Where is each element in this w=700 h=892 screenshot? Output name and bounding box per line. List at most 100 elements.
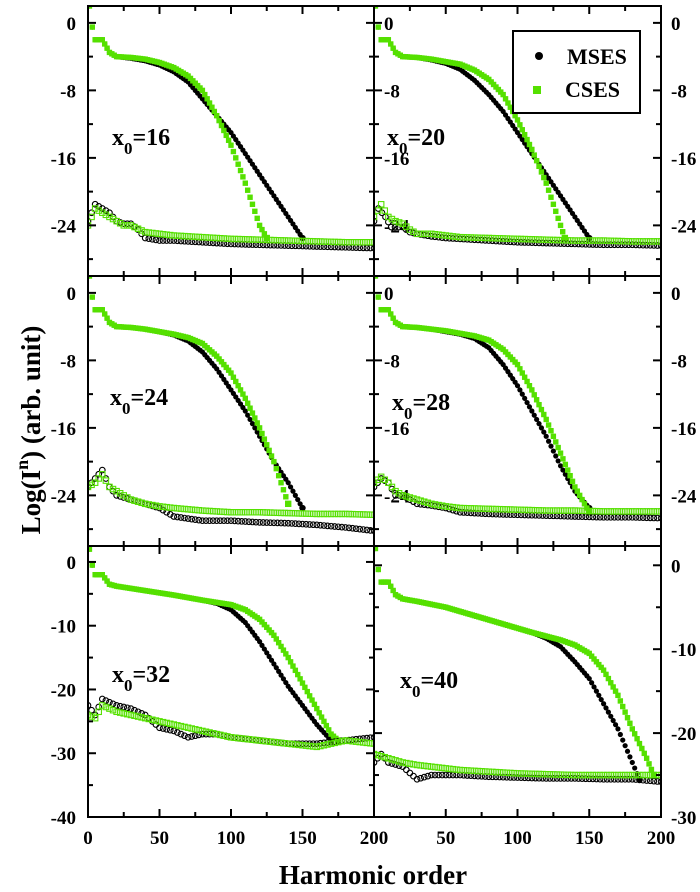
data-point [270, 236, 278, 244]
data-point [492, 234, 500, 242]
data-point [521, 774, 529, 782]
data-point [474, 234, 482, 241]
data-point [608, 680, 614, 686]
data-point [295, 671, 301, 678]
data-point [177, 722, 185, 730]
data-point [101, 311, 108, 317]
data-point [596, 661, 602, 668]
data-point [363, 734, 371, 742]
data-point [321, 718, 327, 725]
data-point [363, 239, 371, 246]
data-point [575, 507, 582, 514]
data-point [614, 771, 622, 779]
data-point [542, 770, 550, 778]
data-point [643, 241, 651, 249]
data-point [206, 517, 213, 525]
data-marks [374, 276, 661, 522]
data-point [163, 231, 170, 238]
data-point [611, 775, 618, 783]
data-point [600, 508, 607, 515]
data-point [478, 510, 485, 517]
data-point [367, 511, 374, 518]
data-point [575, 237, 582, 244]
data-point [435, 501, 442, 509]
data-point [617, 731, 623, 738]
data-point [138, 230, 145, 238]
data-point [174, 232, 181, 239]
data-point [514, 238, 521, 246]
data-point [471, 509, 478, 517]
data-point [195, 726, 203, 734]
data-point [381, 753, 389, 761]
data-point [324, 238, 331, 245]
data-point [274, 509, 281, 517]
data-point [442, 771, 450, 779]
data-point [285, 500, 292, 508]
data-point [311, 701, 318, 708]
x-tick-label: 150 [288, 828, 317, 849]
legend-box [512, 30, 641, 114]
data-point [120, 222, 128, 229]
data-point [360, 239, 367, 246]
data-point [127, 496, 135, 503]
data-point [532, 774, 539, 782]
data-point [247, 416, 253, 423]
data-point [331, 238, 338, 246]
data-point [643, 771, 650, 779]
data-point [650, 771, 658, 779]
data-point [327, 740, 335, 747]
data-point [192, 233, 199, 241]
data-point [217, 508, 224, 515]
data-point [177, 730, 185, 738]
data-marks [374, 546, 661, 785]
data-point [181, 232, 188, 240]
data-point [603, 237, 611, 244]
data-point [600, 771, 607, 779]
data-point [252, 736, 260, 744]
data-point [320, 522, 328, 529]
data-point [270, 738, 278, 746]
data-point [507, 104, 514, 110]
data-point [297, 676, 303, 682]
data-point [181, 505, 188, 513]
x-tick-label: 0 [83, 828, 93, 849]
data-point [91, 200, 99, 208]
data-point [290, 663, 296, 669]
right-y-tick-label: -16 [671, 419, 696, 440]
y-tick-label: -8 [60, 351, 76, 372]
data-point [521, 374, 528, 380]
data-point [526, 404, 533, 410]
data-point [485, 505, 493, 513]
data-point [610, 684, 616, 690]
data-point [217, 234, 224, 242]
data-point [174, 513, 181, 521]
data-point [496, 235, 503, 242]
data-point [531, 152, 537, 158]
series-mses [88, 6, 306, 242]
data-point [277, 519, 285, 527]
data-point [643, 755, 650, 761]
data-point [99, 37, 105, 43]
data-point [277, 509, 285, 517]
data-point [177, 514, 185, 521]
data-point [218, 122, 225, 129]
data-point [263, 236, 270, 244]
data-point [629, 759, 635, 766]
data-point [514, 506, 521, 513]
data-point [524, 136, 530, 143]
data-point [152, 230, 160, 237]
data-point [309, 238, 317, 245]
data-point [231, 517, 238, 525]
data-point [149, 716, 156, 724]
data-point [536, 421, 542, 427]
data-point [199, 507, 206, 514]
data-point [607, 771, 615, 779]
data-point [345, 239, 353, 246]
data-point [596, 237, 604, 244]
data-point [507, 769, 514, 777]
data-point [170, 504, 178, 512]
data-point [536, 163, 542, 170]
data-point [546, 239, 554, 247]
